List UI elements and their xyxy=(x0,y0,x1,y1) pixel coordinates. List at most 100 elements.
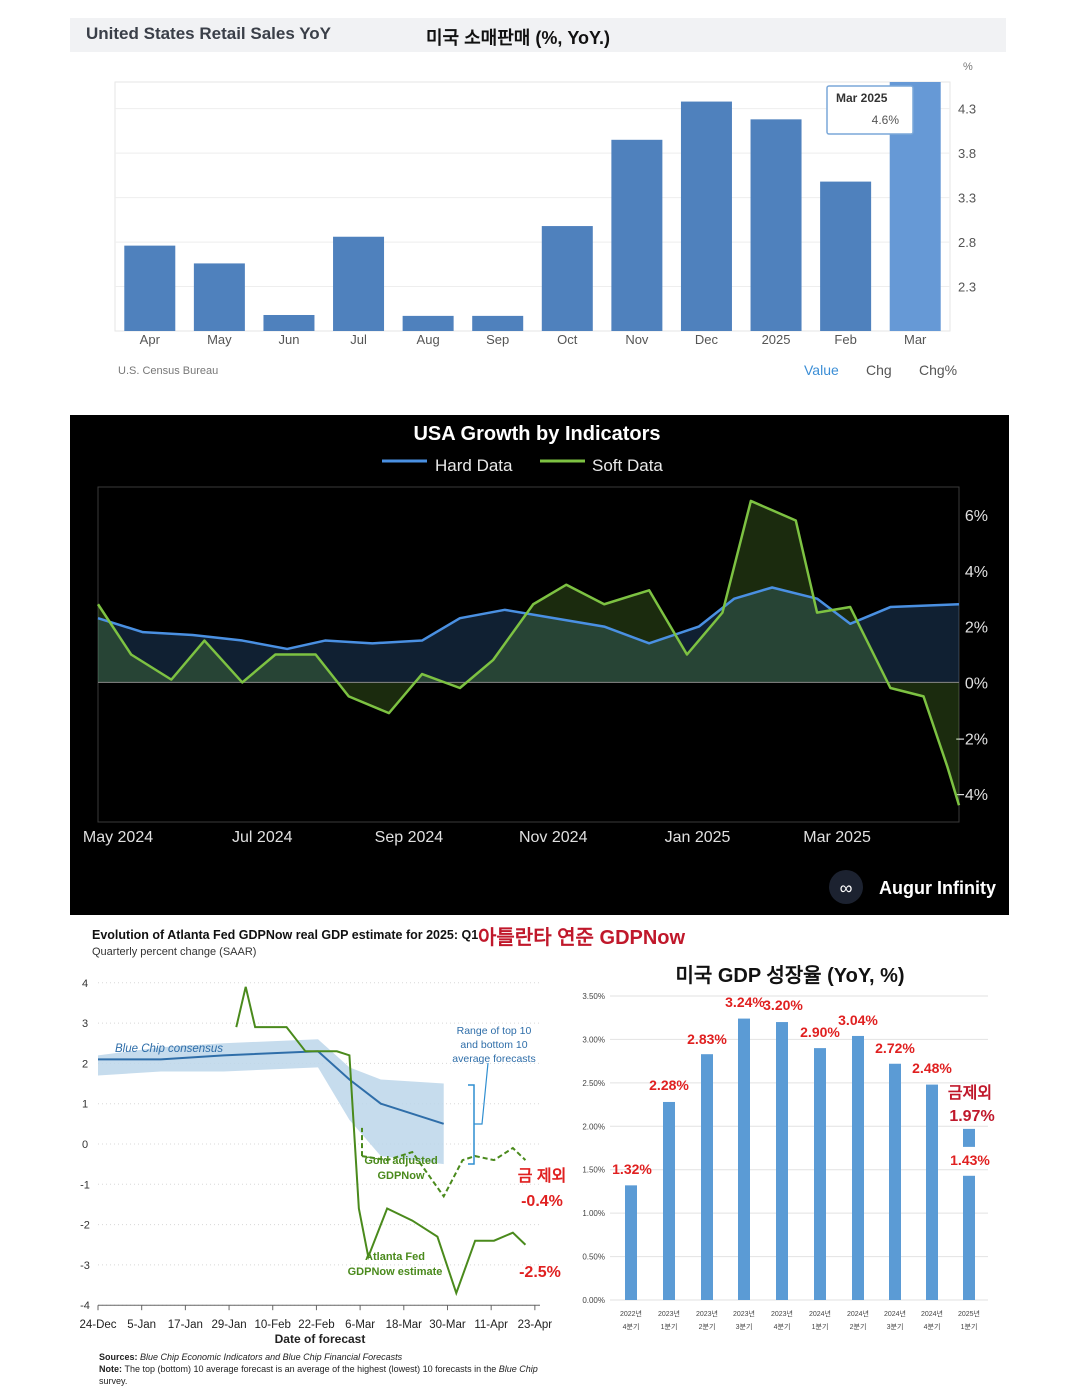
y-tick-label: 3.8 xyxy=(958,146,976,161)
augur-logo-icon: ∞ xyxy=(829,870,863,904)
x-tick-label: 2분기 xyxy=(699,1322,716,1331)
bar-gdp-5 xyxy=(814,1048,826,1300)
x-tick-label: 29-Jan xyxy=(211,1319,246,1331)
retail-chart: 2.3 2.8 3.3 3.8 4.3% Apr May Jun Jul Aug Sep Oct Nov… xyxy=(114,61,976,378)
x-tick-label: Mar xyxy=(904,332,927,347)
x-tick-label: May xyxy=(207,332,232,347)
y-tick-label: 2.00% xyxy=(582,1122,605,1131)
x-tick-label: 2022년 xyxy=(620,1309,642,1318)
bar-aug xyxy=(402,315,454,331)
retail-title-ko: 미국 소매판매 (%, YoY.) xyxy=(426,28,611,48)
x-tick-label: 1분기 xyxy=(961,1322,978,1331)
y-tick-label: 3 xyxy=(82,1018,88,1030)
x-tick-label: Oct xyxy=(557,332,578,347)
bar-oct xyxy=(541,226,593,331)
bar-dec xyxy=(680,101,732,331)
data-label: 3.24% xyxy=(725,994,765,1010)
x-tick-label: 2024년 xyxy=(921,1309,943,1318)
bar-gdp-0 xyxy=(625,1185,637,1300)
augur-logo-bg xyxy=(829,870,863,904)
unit-label: % xyxy=(963,61,973,73)
bar-may xyxy=(193,263,245,331)
y-tick-label: −2% xyxy=(956,731,988,748)
y-tick-label: 2.50% xyxy=(582,1079,605,1088)
range-band xyxy=(98,1039,444,1165)
y-tick-label: 0% xyxy=(965,675,988,692)
data-label: 2.72% xyxy=(875,1040,915,1056)
x-tick-label: 6-Mar xyxy=(345,1319,375,1331)
retail-sales-panel: United States Retail Sales YoY 미국 소매판매 (… xyxy=(70,10,1006,392)
ex-gold-label: 금제외 xyxy=(948,1084,992,1102)
y-tick-label: 0.50% xyxy=(582,1253,605,1262)
data-label: 1.43% xyxy=(950,1152,990,1168)
label-gdpnow: GDPNow estimate xyxy=(348,1266,443,1278)
bar-nov xyxy=(611,139,663,331)
area-hard-data xyxy=(98,587,959,683)
x-tick-label: 3분기 xyxy=(887,1322,904,1331)
x-tick-label: Nov xyxy=(625,332,649,347)
x-tick-label: Nov 2024 xyxy=(519,829,588,846)
x-tick-label: 5-Jan xyxy=(127,1319,156,1331)
y-tick-label: 1.00% xyxy=(582,1209,605,1218)
x-tick-label: 2023년 xyxy=(733,1309,755,1318)
y-tick-label: 0.00% xyxy=(582,1296,605,1305)
y-tick-label: 1 xyxy=(82,1099,88,1111)
bar-jul xyxy=(333,236,385,331)
label-gdpnow: Atlanta Fed xyxy=(365,1251,425,1263)
y-tick-label: 2.8 xyxy=(958,235,976,250)
y-tick-label: 3.00% xyxy=(582,1035,605,1044)
growth-title: USA Growth by Indicators xyxy=(413,423,660,445)
label-range: average forecasts xyxy=(452,1053,535,1065)
gdpnow-title-ko: 아틀란타 연준 GDPNow xyxy=(478,926,686,949)
bar-gdp-6 xyxy=(852,1035,864,1300)
y-tick-label: -4 xyxy=(80,1300,90,1312)
ex-gold-value: 1.97% xyxy=(949,1108,994,1125)
bar-gdp-3 xyxy=(738,1018,750,1300)
note-gdpnow-value: -2.5% xyxy=(519,1264,561,1281)
line-hard-data xyxy=(97,586,960,651)
label-range: Range of top 10 xyxy=(457,1025,532,1037)
tab-chg-pct[interactable]: Chg% xyxy=(919,362,957,378)
x-tick-label: Jul 2024 xyxy=(232,829,293,846)
bar-gdp-7 xyxy=(889,1063,901,1300)
tab-chg[interactable]: Chg xyxy=(866,362,892,378)
range-pointer xyxy=(474,1062,489,1125)
tooltip-label: Mar 2025 xyxy=(836,91,888,105)
bar-gdp-4 xyxy=(776,1022,788,1300)
x-tick-label: Apr xyxy=(140,332,161,347)
bar-gdp-2 xyxy=(701,1054,713,1300)
x-tick-label: 2분기 xyxy=(850,1322,867,1331)
brand-name: Augur Infinity xyxy=(879,878,996,898)
bar-gdp-9 xyxy=(963,1175,975,1300)
x-tick-label: 30-Mar xyxy=(429,1319,466,1331)
x-tick-label: 2024년 xyxy=(884,1309,906,1318)
bar-gdp-1 xyxy=(663,1101,675,1300)
x-tick-label: 2024년 xyxy=(847,1309,869,1318)
x-tick-label: 24-Dec xyxy=(79,1319,116,1331)
x-tick-label: Feb xyxy=(834,332,856,347)
note-text: Note: The top (bottom) 10 average foreca… xyxy=(99,1364,538,1374)
plot-frame xyxy=(97,486,960,823)
source-label: U.S. Census Bureau xyxy=(118,365,218,377)
gdpnow-title: Evolution of Atlanta Fed GDPNow real GDP… xyxy=(92,928,478,942)
y-tick-label: -2 xyxy=(80,1220,90,1232)
label-gold-adjusted: Gold adjusted xyxy=(364,1155,437,1167)
note-gold-label: 금 제외 xyxy=(518,1167,567,1185)
legend-hard-data: Hard Data xyxy=(435,456,513,475)
y-tick-label: 1.50% xyxy=(582,1166,605,1175)
x-tick-label: 23-Apr xyxy=(518,1319,553,1331)
growth-panel: USA Growth by Indicators Hard Data Soft Da… xyxy=(70,415,1009,915)
tab-value[interactable]: Value xyxy=(804,362,839,378)
retail-title: United States Retail Sales YoY xyxy=(86,24,332,43)
y-tick-label: 3.3 xyxy=(958,191,976,206)
x-tick-label: 4분기 xyxy=(623,1322,640,1331)
label-blue-chip: Blue Chip consensus xyxy=(115,1043,223,1055)
tooltip-value: 4.6% xyxy=(872,113,900,127)
x-tick-label: 2025 xyxy=(762,332,791,347)
bar-2025 xyxy=(750,119,802,331)
y-tick-label: 4 xyxy=(82,978,88,990)
bar-feb xyxy=(820,181,872,331)
data-label: 2.48% xyxy=(912,1060,952,1076)
x-tick-label: 1분기 xyxy=(661,1322,678,1331)
y-tick-label: 6% xyxy=(965,508,988,525)
